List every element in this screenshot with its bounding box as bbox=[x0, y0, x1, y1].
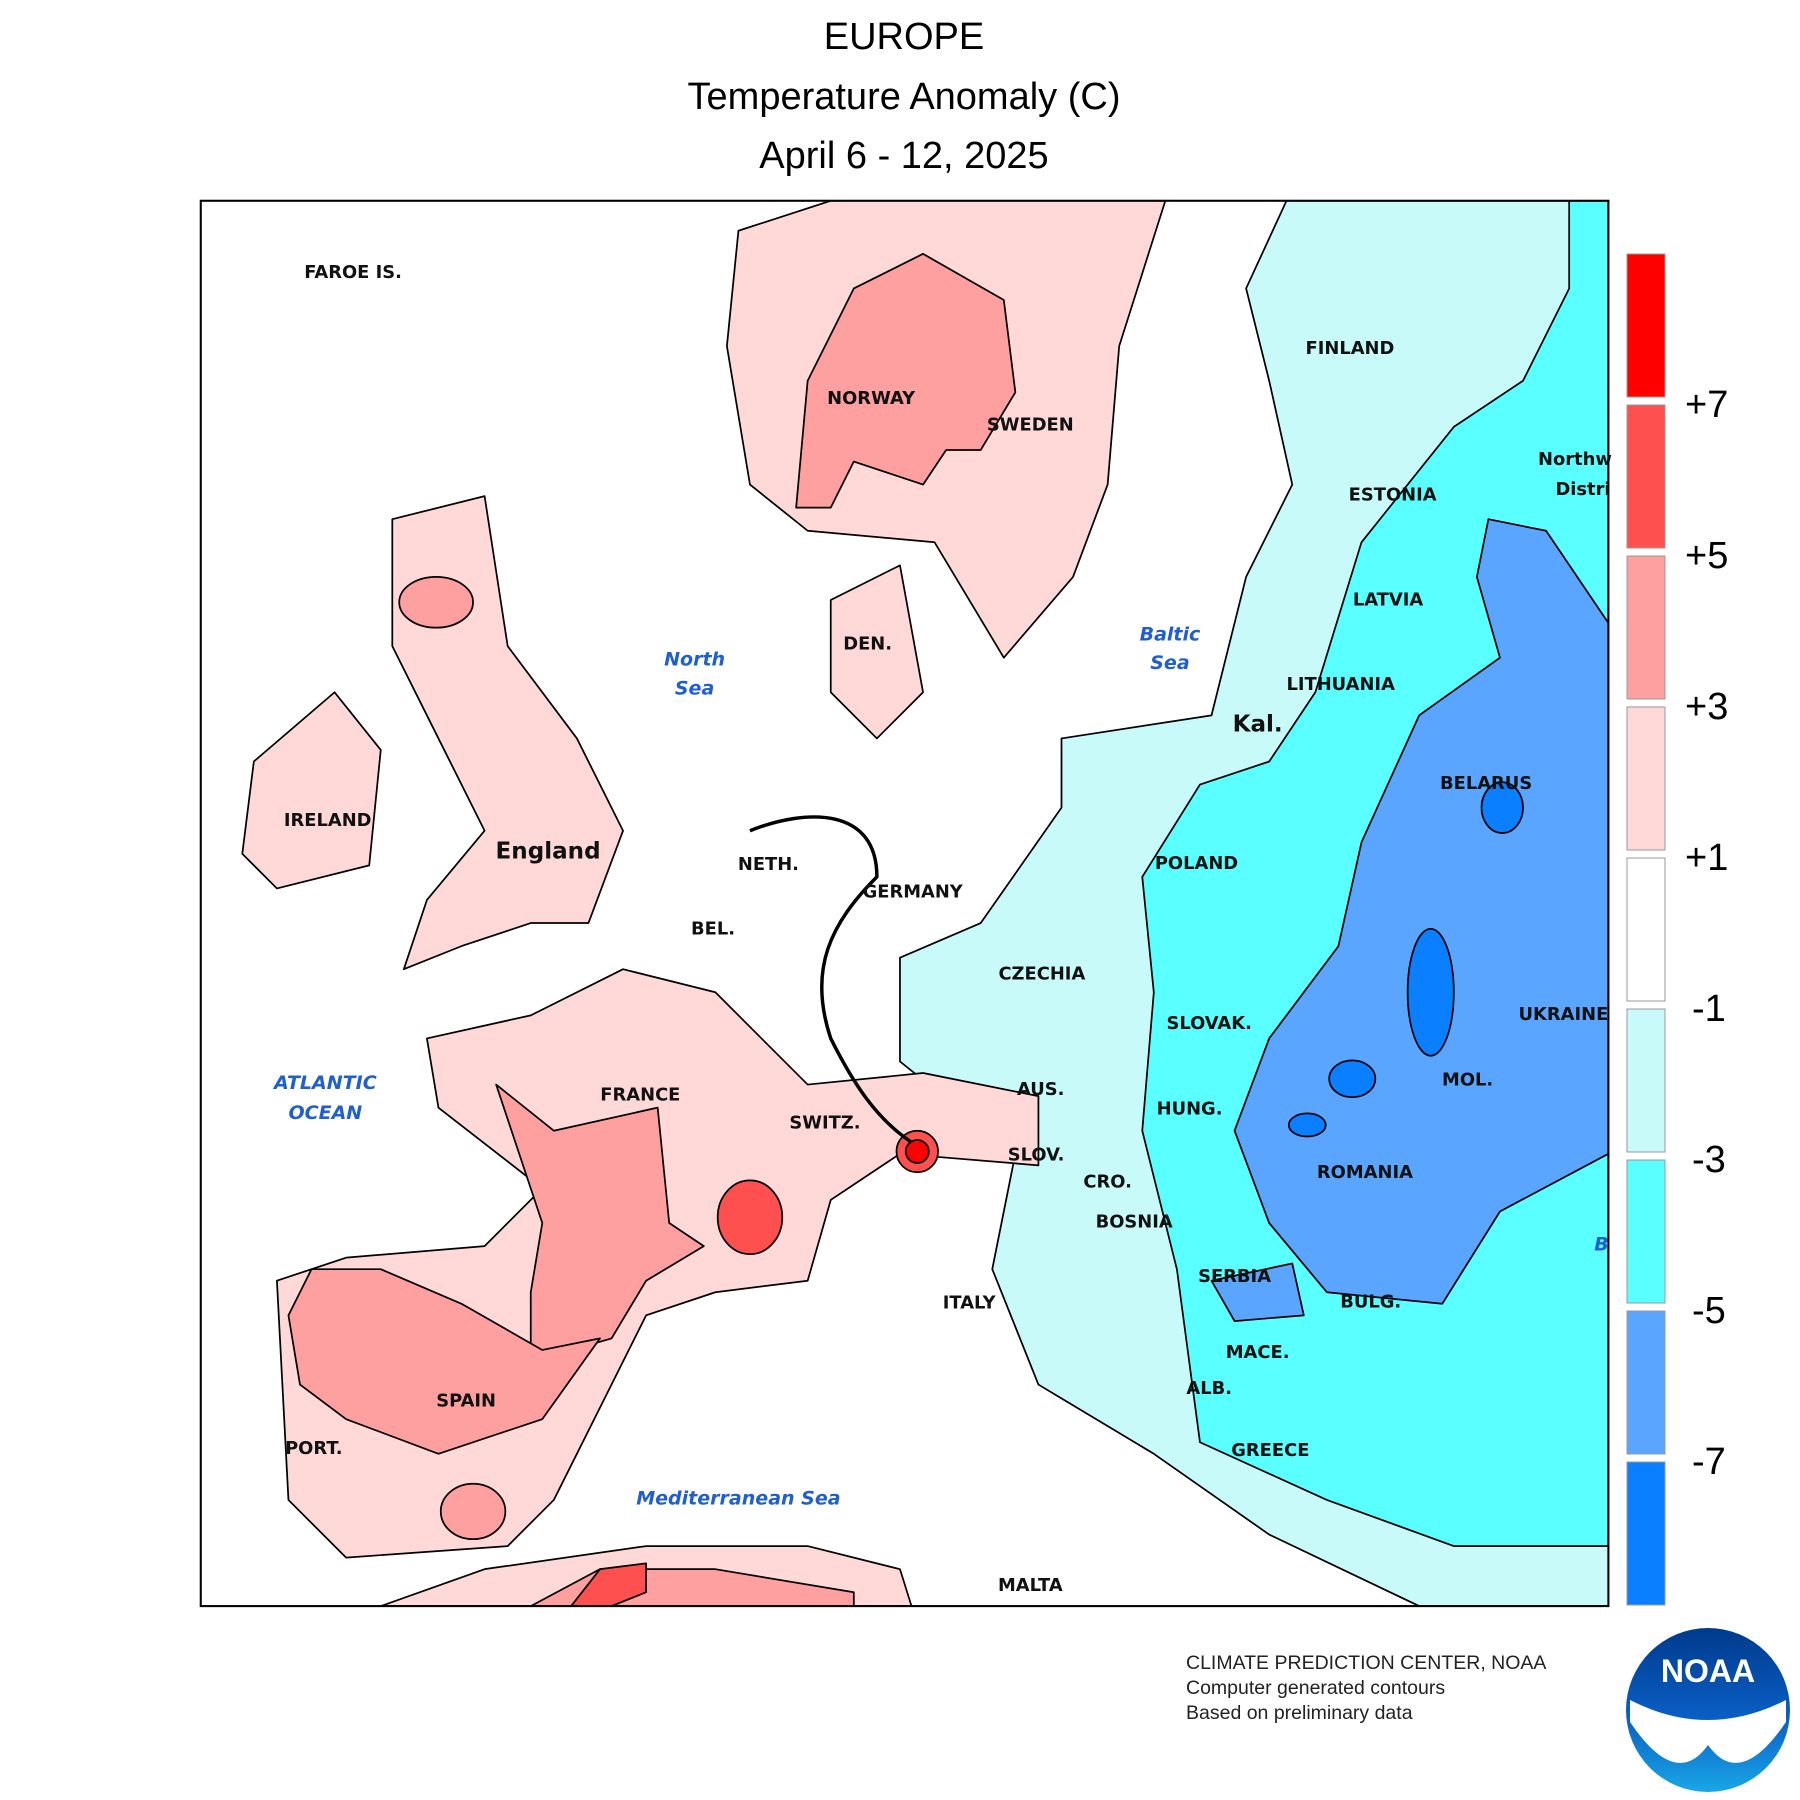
anomaly-minus7 bbox=[1406, 927, 1455, 1057]
color-bar-label: +5 bbox=[1685, 535, 1728, 577]
anomaly-plus3 bbox=[795, 252, 1017, 509]
place-label: GREECE bbox=[1231, 1440, 1309, 1461]
map-labels: FAROE IS. FINLAND NORWAY SWEDEN Northw D… bbox=[272, 262, 1612, 1596]
place-label: MACE. bbox=[1226, 1342, 1290, 1363]
credit: Based on preliminary data bbox=[1186, 1702, 1413, 1724]
place-label: NORWAY bbox=[827, 388, 916, 409]
color-bar-label: +3 bbox=[1685, 686, 1728, 728]
color-bar-label: +7 bbox=[1685, 384, 1728, 426]
place-label: SLOV. bbox=[1008, 1145, 1065, 1166]
color-bar-segment bbox=[1626, 1008, 1666, 1153]
place-label: SWEDEN bbox=[987, 414, 1074, 435]
place-label: MOL. bbox=[1442, 1070, 1493, 1091]
place-label: CRO. bbox=[1083, 1171, 1131, 1192]
color-bar-label: -3 bbox=[1692, 1139, 1726, 1181]
place-label: GERMANY bbox=[863, 882, 964, 903]
credit: Computer generated contours bbox=[1186, 1677, 1445, 1699]
anomaly-plus1 bbox=[241, 691, 382, 890]
anomaly-minus7 bbox=[1480, 781, 1524, 834]
place-label: BULG. bbox=[1340, 1291, 1401, 1312]
anomaly-plus3 bbox=[495, 1083, 705, 1363]
color-bar-labels: +7 +5 +3 +1 -1 -3 -5 -7 bbox=[1685, 384, 1728, 1483]
anomaly-minus5 bbox=[1210, 1262, 1305, 1322]
sea-label: Baltic bbox=[1140, 623, 1201, 645]
sea-label: OCEAN bbox=[288, 1102, 362, 1124]
place-label: MALTA bbox=[998, 1575, 1063, 1596]
noaa-logo: NOAA bbox=[1626, 1628, 1790, 1792]
color-bar-label: +1 bbox=[1685, 837, 1728, 879]
sea-label: Mediterranean Sea bbox=[636, 1488, 840, 1510]
place-label: AUS. bbox=[1017, 1079, 1064, 1100]
place-label: LATVIA bbox=[1353, 590, 1424, 611]
place-label: FINLAND bbox=[1306, 338, 1395, 359]
color-bar-segment bbox=[1626, 1310, 1666, 1455]
color-bar-segment bbox=[1626, 1461, 1666, 1606]
place-label: BELARUS bbox=[1440, 773, 1532, 794]
anomaly-minus7 bbox=[1328, 1059, 1377, 1099]
color-bar-segment bbox=[1626, 555, 1666, 700]
place-label: UKRAINE bbox=[1519, 1004, 1609, 1025]
sea-label: B bbox=[1594, 1234, 1609, 1256]
place-label: ROMANIA bbox=[1317, 1162, 1413, 1183]
sea-label: Sea bbox=[1150, 652, 1189, 674]
anomaly-plus5 bbox=[570, 1562, 647, 1607]
color-bar-label: -5 bbox=[1692, 1290, 1726, 1332]
anomaly-plus3 bbox=[439, 1482, 507, 1541]
color-bar-segment bbox=[1626, 706, 1666, 851]
color-bar-segment bbox=[1626, 404, 1666, 549]
place-label: England bbox=[496, 838, 601, 864]
place-label: Distri bbox=[1555, 479, 1610, 500]
place-label: ALB. bbox=[1186, 1378, 1232, 1399]
place-label: BEL. bbox=[691, 919, 735, 940]
anomaly-plus3 bbox=[287, 1268, 601, 1455]
sea-label: Sea bbox=[675, 678, 714, 700]
anomaly-plus1 bbox=[829, 564, 924, 740]
credit: CLIMATE PREDICTION CENTER, NOAA bbox=[1186, 1652, 1546, 1674]
place-label: Kal. bbox=[1233, 712, 1283, 738]
anomaly-plus5 bbox=[716, 1179, 784, 1256]
place-label: SPAIN bbox=[436, 1390, 496, 1411]
map-frame bbox=[199, 199, 1610, 1608]
place-label: IRELAND bbox=[284, 810, 372, 831]
place-label: SLOVAK. bbox=[1166, 1013, 1251, 1034]
zero-contour bbox=[749, 815, 913, 1144]
color-bar-label: -1 bbox=[1692, 988, 1726, 1030]
place-label: FAROE IS. bbox=[304, 262, 402, 283]
color-bar-segment bbox=[1626, 253, 1666, 398]
subtitle: Temperature Anomaly (C) bbox=[688, 76, 1121, 118]
logo-gull bbox=[1630, 1700, 1786, 1763]
color-bar-label: -7 bbox=[1692, 1441, 1726, 1483]
place-label: DEN. bbox=[843, 634, 892, 655]
place-label: CZECHIA bbox=[998, 964, 1085, 985]
place-label: FRANCE bbox=[600, 1085, 680, 1106]
place-label: SWITZ. bbox=[789, 1112, 860, 1133]
color-bar-segment bbox=[1626, 857, 1666, 1002]
color-bar-segment bbox=[1626, 1159, 1666, 1304]
place-label: NETH. bbox=[738, 854, 799, 875]
color-bar bbox=[1626, 253, 1666, 1606]
place-label: ITALY bbox=[943, 1292, 997, 1313]
place-label: BOSNIA bbox=[1096, 1212, 1173, 1233]
anomaly-minus7 bbox=[1287, 1112, 1327, 1138]
anomaly-plus7 bbox=[904, 1139, 930, 1164]
place-label: ESTONIA bbox=[1349, 485, 1437, 506]
title: EUROPE bbox=[824, 16, 984, 58]
anomaly-plus3 bbox=[398, 576, 474, 629]
place-label: SERBIA bbox=[1198, 1266, 1271, 1287]
place-label: HUNG. bbox=[1157, 1099, 1223, 1120]
place-label: LITHUANIA bbox=[1286, 674, 1395, 695]
place-label: POLAND bbox=[1155, 853, 1238, 874]
anomaly-fields bbox=[241, 200, 1609, 1607]
map: FAROE IS. FINLAND NORWAY SWEDEN Northw D… bbox=[199, 199, 1612, 1608]
logo-text: NOAA bbox=[1661, 1653, 1755, 1689]
sea-label: North bbox=[664, 649, 725, 671]
anomaly-minus5 bbox=[1233, 518, 1609, 1305]
place-label: PORT. bbox=[285, 1438, 343, 1459]
sea-label: ATLANTIC bbox=[272, 1072, 377, 1094]
date-range: April 6 - 12, 2025 bbox=[759, 135, 1048, 177]
place-label: Northw bbox=[1538, 449, 1612, 470]
